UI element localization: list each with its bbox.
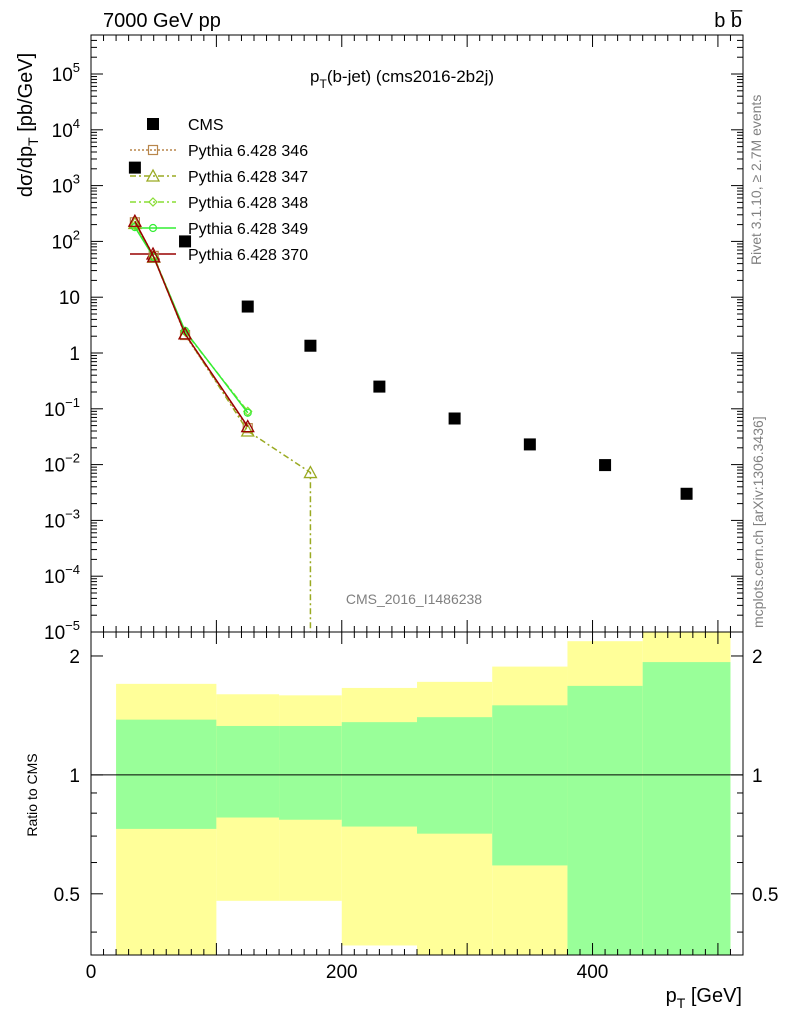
header-left: 7000 GeV pp bbox=[103, 10, 221, 32]
ratio-band-green bbox=[216, 725, 280, 818]
mc-series-lines bbox=[127, 213, 318, 632]
header-right: b b̅ bbox=[714, 9, 742, 32]
y-axis-label-sub: T bbox=[25, 137, 41, 146]
y-tick-label: 10−1 bbox=[44, 395, 80, 421]
mc-point bbox=[127, 213, 142, 227]
x-tick-label: 200 bbox=[326, 962, 358, 983]
side-label-top: Rivet 3.1.10, ≥ 2.7M events bbox=[748, 95, 764, 265]
mc-point bbox=[240, 419, 255, 433]
y-tick-label: 104 bbox=[52, 116, 80, 142]
x-axis-label-main: p bbox=[666, 985, 677, 1007]
side-label-bottom: mcplots.cern.ch [arXiv:1306.3436] bbox=[750, 416, 766, 628]
ratio-tick-label: 0.5 bbox=[54, 885, 80, 906]
y-tick-label: 1 bbox=[69, 344, 80, 365]
ratio-tick-label: 0.5 bbox=[752, 885, 778, 906]
x-tick-label: 0 bbox=[86, 962, 97, 983]
y-tick-label: 103 bbox=[52, 172, 80, 198]
mc-series-line bbox=[134, 220, 249, 428]
y-tick-label: 102 bbox=[52, 227, 80, 253]
legend-label: Pythia 6.428 370 bbox=[188, 247, 308, 264]
y-tick-label: 10−2 bbox=[44, 451, 80, 477]
legend-label: CMS bbox=[188, 117, 224, 134]
cms-data-points bbox=[128, 161, 693, 500]
mc-point bbox=[240, 423, 255, 437]
legend-label: Pythia 6.428 346 bbox=[188, 143, 308, 160]
ratio-band-green bbox=[279, 725, 342, 820]
mc-point bbox=[177, 326, 193, 340]
y-axis-label: dσ/dpT [pb/GeV] bbox=[15, 53, 41, 197]
legend-label: Pythia 6.428 347 bbox=[188, 169, 308, 186]
ratio-axis-label: Ratio to CMS bbox=[24, 753, 40, 836]
analysis-watermark: CMS_2016_I1486238 bbox=[346, 591, 482, 607]
ratio-band-green bbox=[567, 685, 643, 955]
ratio-band-green bbox=[341, 722, 417, 827]
ratio-band-green bbox=[642, 662, 731, 955]
mc-point bbox=[303, 465, 318, 479]
mc-series-line bbox=[134, 223, 312, 632]
cms-point bbox=[680, 487, 693, 500]
ratio-tick-label: 1 bbox=[752, 766, 763, 787]
legend-marker bbox=[148, 223, 158, 233]
ratio-band-green bbox=[116, 719, 217, 829]
x-tick-labels: 0 200 400 bbox=[86, 962, 609, 983]
y-tick-label: 10−4 bbox=[44, 562, 80, 588]
x-axis-label: pT [GeV] bbox=[666, 985, 742, 1011]
cms-point bbox=[241, 300, 254, 313]
plot-title-main: p bbox=[310, 67, 319, 86]
legend-marker bbox=[148, 197, 158, 207]
ratio-axis-ticks: 0.5 0.5 1 1 2 2 bbox=[54, 632, 778, 955]
ratio-tick-label: 2 bbox=[69, 647, 80, 668]
cms-point bbox=[373, 380, 386, 393]
cms-point bbox=[304, 339, 317, 352]
plot-title-sub: T bbox=[319, 77, 327, 91]
mc-point bbox=[146, 249, 161, 263]
mc-point bbox=[243, 408, 252, 417]
plot-title-rest: (b-jet) (cms2016-2b2j) bbox=[327, 67, 494, 86]
y-tick-label: 10−5 bbox=[44, 618, 80, 644]
legend-label: Pythia 6.428 348 bbox=[188, 195, 308, 212]
ratio-tick-label: 2 bbox=[752, 647, 763, 668]
mc-point bbox=[180, 326, 190, 337]
x-tick-label: 400 bbox=[577, 962, 609, 983]
y-axis-label-prefix: dσ/dp bbox=[15, 146, 37, 197]
ratio-band-green bbox=[492, 705, 568, 866]
cms-point bbox=[448, 412, 461, 425]
legend-marker bbox=[147, 144, 159, 156]
legend: CMS Pythia 6.428 346 Pythia 6.428 347 Pythi… bbox=[130, 117, 308, 264]
x-axis-label-sub: T bbox=[677, 995, 686, 1011]
cms-point bbox=[523, 438, 536, 451]
cms-point bbox=[599, 459, 612, 472]
y-tick-label: 105 bbox=[52, 60, 80, 86]
ratio-tick-label: 1 bbox=[69, 766, 80, 787]
plot-title: pT(b-jet) (cms2016-2b2j) bbox=[310, 67, 494, 91]
ratio-bands bbox=[116, 632, 731, 955]
legend-marker bbox=[147, 118, 159, 130]
cms-point bbox=[128, 161, 141, 174]
main-axis-ticks bbox=[90, 34, 744, 633]
y-tick-label: 10 bbox=[59, 288, 80, 309]
y-axis-label-suffix: [pb/GeV] bbox=[15, 53, 37, 138]
x-axis-label-suffix: [GeV] bbox=[685, 985, 742, 1007]
y-tick-label: 10−3 bbox=[44, 506, 80, 532]
ratio-band-green bbox=[417, 717, 493, 834]
legend-label: Pythia 6.428 349 bbox=[188, 221, 308, 238]
cms-point bbox=[179, 235, 192, 248]
legend-marker bbox=[145, 168, 161, 182]
